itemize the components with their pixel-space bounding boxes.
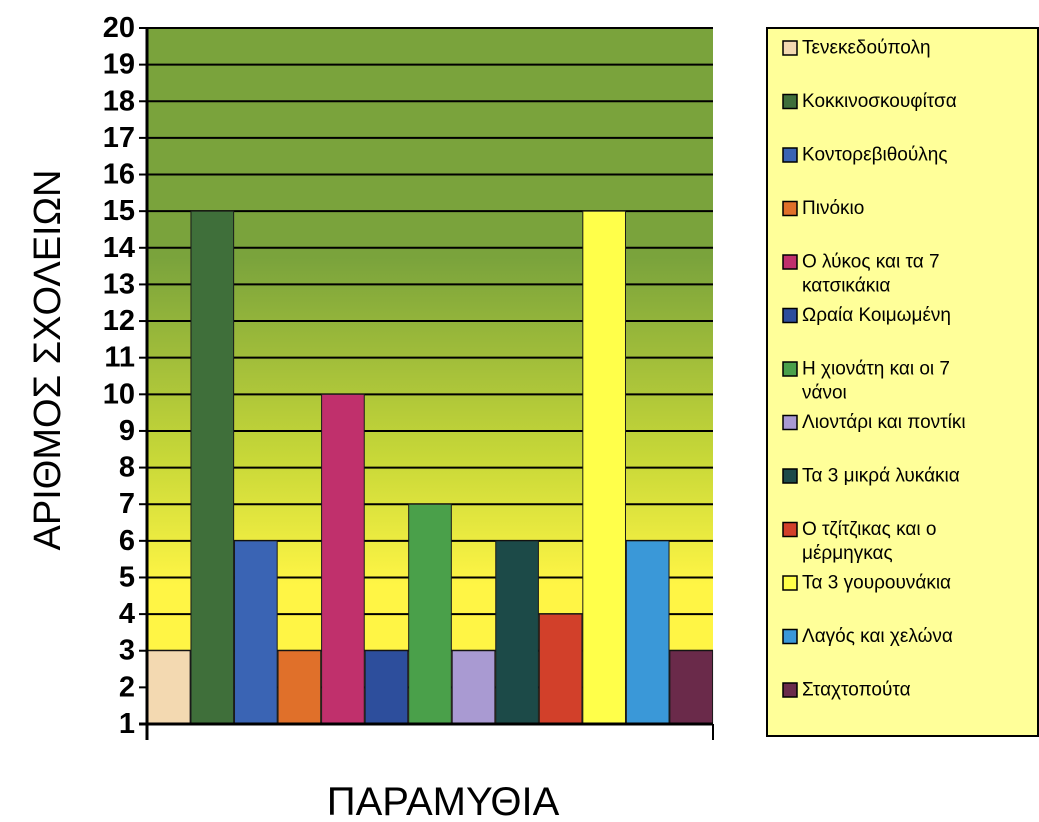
- y-tick-label: 10: [103, 378, 135, 410]
- legend-label: μέρμηγκας: [802, 543, 893, 564]
- y-tick-label: 9: [119, 415, 135, 447]
- bar-2: [190, 210, 235, 725]
- legend-label: Κοντορεβιθούλης: [802, 145, 948, 166]
- bar-6: [364, 650, 409, 725]
- axes: [139, 27, 714, 740]
- y-axis-label: ΑΡΙΘΜΟΣ ΣΧΟΛΕΙΩΝ: [27, 170, 69, 551]
- legend-label: Η χιονάτη και οι 7: [802, 359, 950, 380]
- y-tick-label: 11: [104, 342, 135, 374]
- legend-label: Λαγός και χελώνα: [802, 626, 953, 647]
- legend-box: [766, 27, 1039, 737]
- legend-swatch: [782, 200, 798, 217]
- bar-5: [321, 393, 365, 725]
- y-tick-label: 14: [103, 232, 135, 264]
- legend-label: Τα 3 μικρά λυκάκια: [802, 466, 960, 487]
- y-tick-label: 16: [103, 159, 135, 191]
- legend-label: νάνοι: [802, 383, 847, 404]
- y-tick-label: 18: [103, 85, 135, 117]
- y-tick-label: 12: [103, 305, 135, 337]
- legend-label: Κοκκινοσκουφίτσα: [802, 91, 957, 112]
- y-tick-label: 5: [119, 561, 135, 593]
- legend-label: Ο τζίτζικας και ο: [802, 519, 936, 540]
- legend-swatch: [782, 307, 798, 324]
- y-tick-label: 15: [103, 195, 135, 227]
- legend-swatch: [782, 414, 798, 431]
- legend-swatch: [782, 40, 798, 56]
- bar-8: [451, 650, 496, 725]
- legend: Τενεκεδούπολη Κοκκινοσκουφίτσα Κοντορεβιθο…: [766, 27, 1039, 737]
- legend-swatch: [782, 521, 798, 538]
- legend-swatch: [782, 628, 798, 645]
- legend-label: Λιοντάρι και ποντίκι: [802, 412, 966, 433]
- y-tick-label: 3: [119, 635, 135, 667]
- bar-3: [234, 540, 278, 725]
- bars: [146, 210, 714, 725]
- legend-swatch: [782, 254, 798, 270]
- y-tick-label: 13: [103, 268, 135, 300]
- legend-label: Τενεκεδούπολη: [802, 38, 931, 59]
- legend-label: Ωραία Κοιμωμένη: [802, 305, 951, 326]
- legend-swatch: [782, 147, 798, 163]
- legend-label: Πινόκιο: [802, 198, 864, 219]
- y-tick-label: 8: [119, 452, 135, 484]
- y-tick-label: 19: [103, 49, 135, 81]
- bar-10: [538, 613, 583, 725]
- legend-swatch: [782, 468, 798, 484]
- legend-label: Τα 3 γουρουνάκια: [802, 573, 951, 594]
- bar-7: [408, 503, 452, 725]
- bar-12: [625, 540, 670, 725]
- legend-label: Σταχτοπούτα: [802, 680, 911, 701]
- legend-swatch: [782, 93, 798, 110]
- y-tick-label: 7: [119, 488, 135, 520]
- y-tick-label: 4: [119, 598, 135, 630]
- legend-label: κατσικάκια: [802, 276, 890, 297]
- bar-11: [582, 210, 626, 725]
- legend-label: Ο λύκος και τα 7: [802, 252, 940, 273]
- legend-swatch: [782, 575, 798, 591]
- bar-1: [146, 650, 191, 725]
- legend-swatch: [782, 361, 798, 377]
- legend-swatch: [782, 682, 798, 698]
- bar-9: [495, 540, 539, 725]
- bar-4: [277, 650, 322, 725]
- x-axis-label: ΠΑΡΑΜΥΘΙΑ: [327, 780, 560, 822]
- y-tick-label: 2: [119, 671, 135, 703]
- bar-13: [669, 650, 714, 725]
- y-tick-label: 6: [119, 525, 135, 557]
- y-tick-label: 20: [103, 12, 135, 44]
- y-tick-label: 1: [119, 708, 135, 740]
- y-tick-label: 17: [103, 122, 135, 154]
